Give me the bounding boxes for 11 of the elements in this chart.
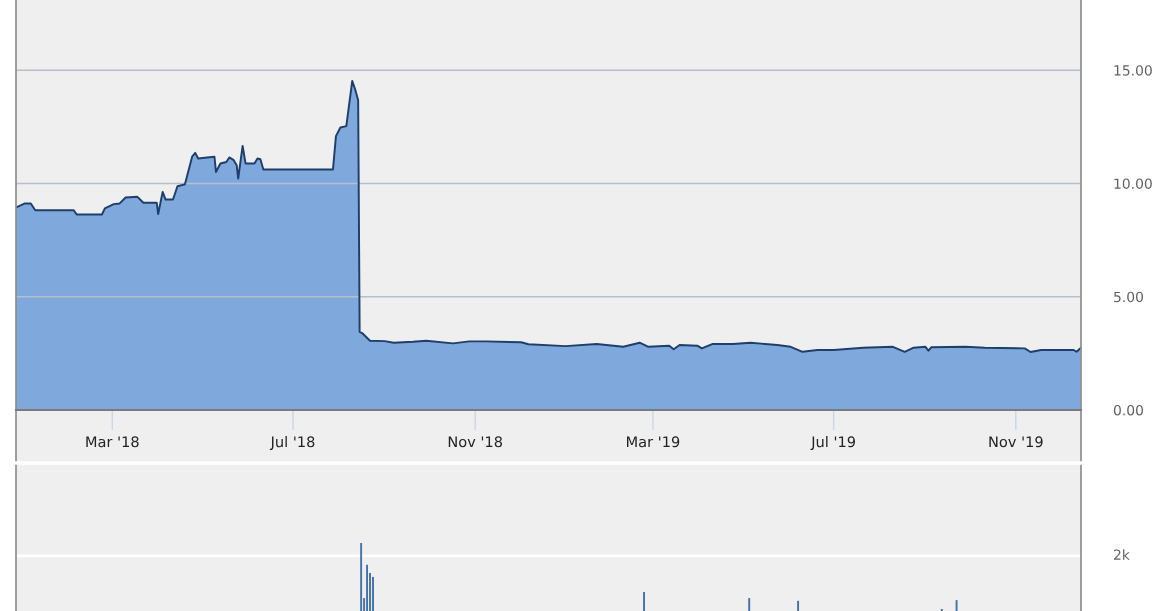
x-tick-label: Jul '19: [810, 436, 856, 450]
ref-line-label: 2k: [1114, 549, 1130, 560]
y-tick-label: 15.00: [1114, 65, 1152, 76]
x-tick-label: Nov '18: [448, 436, 503, 448]
y-tick-label: 10.00: [1114, 178, 1152, 189]
x-tick-label: Jul '18: [269, 436, 315, 450]
x-tick-label: Mar '18: [86, 436, 139, 448]
y-tick-label: 5.00: [1114, 291, 1143, 303]
x-tick-label: Nov '19: [989, 436, 1043, 448]
x-tick-label: Mar '19: [627, 436, 680, 448]
y-tick-label: 0.00: [1113, 404, 1143, 416]
